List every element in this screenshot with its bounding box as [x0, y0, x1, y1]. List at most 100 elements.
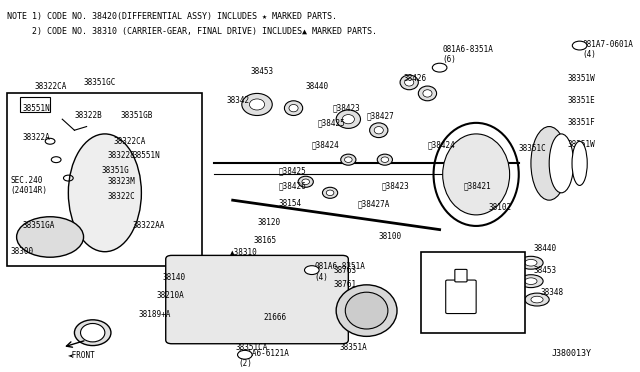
Text: ‥38425: ‥38425 — [278, 166, 306, 175]
Circle shape — [237, 350, 252, 359]
Circle shape — [572, 41, 587, 50]
Bar — [20, 97, 50, 112]
Ellipse shape — [549, 134, 573, 193]
Text: 38351GC: 38351GC — [84, 78, 116, 87]
Text: 38120: 38120 — [257, 218, 280, 227]
Ellipse shape — [302, 179, 310, 185]
Text: 38763: 38763 — [333, 266, 356, 275]
Ellipse shape — [525, 278, 537, 285]
Ellipse shape — [370, 123, 388, 138]
Text: 081A7-0601A
(4): 081A7-0601A (4) — [582, 39, 634, 59]
Text: 38351W: 38351W — [568, 74, 595, 83]
Ellipse shape — [326, 190, 334, 196]
Text: 38322A: 38322A — [22, 133, 51, 142]
Text: 38189+A: 38189+A — [138, 310, 171, 319]
Ellipse shape — [377, 154, 392, 165]
Text: ◄FRONT: ◄FRONT — [68, 351, 96, 360]
Text: NOTE 1) CODE NO. 38420(DIFFERENTIAL ASSY) INCLUDES ★ MARKED PARTS.: NOTE 1) CODE NO. 38420(DIFFERENTIAL ASSY… — [8, 12, 337, 22]
Ellipse shape — [531, 296, 543, 303]
Ellipse shape — [404, 79, 414, 86]
Text: 38322B: 38322B — [74, 111, 102, 120]
Text: 38102: 38102 — [488, 203, 511, 212]
Ellipse shape — [400, 75, 419, 90]
Text: 38300: 38300 — [10, 247, 34, 256]
Ellipse shape — [336, 110, 360, 128]
Text: ‥38424: ‥38424 — [428, 141, 455, 150]
Ellipse shape — [250, 99, 264, 110]
Text: 081A6-8351A
(6): 081A6-8351A (6) — [443, 45, 493, 64]
Text: ▲38310: ▲38310 — [230, 247, 257, 256]
Text: 38140: 38140 — [163, 273, 186, 282]
Text: 38323M: 38323M — [108, 177, 136, 186]
Text: 383228: 383228 — [108, 151, 136, 160]
Text: ‥38424: ‥38424 — [312, 141, 340, 150]
Circle shape — [17, 217, 84, 257]
Text: 38322AA: 38322AA — [132, 221, 164, 230]
Ellipse shape — [443, 134, 509, 215]
Text: 38551N: 38551N — [22, 104, 51, 113]
Ellipse shape — [572, 141, 588, 186]
Text: 38440: 38440 — [306, 81, 329, 90]
Circle shape — [305, 266, 319, 275]
Ellipse shape — [525, 293, 549, 306]
Text: ‥38427A: ‥38427A — [358, 199, 390, 208]
Ellipse shape — [423, 90, 432, 97]
Text: ‥38423: ‥38423 — [382, 181, 410, 190]
Ellipse shape — [381, 157, 388, 163]
Text: 38453: 38453 — [251, 67, 274, 76]
FancyBboxPatch shape — [166, 256, 348, 344]
Text: B: B — [438, 65, 442, 70]
Ellipse shape — [323, 187, 338, 198]
Ellipse shape — [374, 126, 383, 134]
Text: 38351W: 38351W — [568, 141, 595, 150]
Text: B: B — [243, 352, 247, 357]
Text: 38351CA: 38351CA — [236, 343, 268, 352]
Bar — [8, 93, 202, 266]
FancyBboxPatch shape — [445, 280, 476, 314]
Circle shape — [433, 63, 447, 72]
Text: 38322CA: 38322CA — [35, 81, 67, 90]
Bar — [421, 252, 525, 333]
Ellipse shape — [344, 157, 352, 163]
Text: C8320M: C8320M — [486, 288, 514, 297]
Ellipse shape — [531, 126, 568, 200]
Text: 38348: 38348 — [540, 288, 563, 297]
Text: 38351C: 38351C — [519, 144, 547, 153]
Text: 38351GA: 38351GA — [22, 221, 55, 230]
Text: 38426: 38426 — [403, 74, 426, 83]
Ellipse shape — [336, 285, 397, 336]
Text: SEALANT FLUID: SEALANT FLUID — [443, 320, 503, 329]
Text: ‥38425: ‥38425 — [318, 118, 346, 127]
Text: ‥38421: ‥38421 — [464, 181, 492, 190]
Text: 21666: 21666 — [263, 314, 286, 323]
Ellipse shape — [289, 105, 298, 112]
Text: 38351E: 38351E — [568, 96, 595, 105]
Ellipse shape — [242, 93, 272, 115]
Text: 38551N: 38551N — [132, 151, 160, 160]
Ellipse shape — [340, 154, 356, 165]
Text: 38761: 38761 — [333, 280, 356, 289]
Text: 38351G: 38351G — [102, 166, 129, 175]
Text: B: B — [310, 267, 314, 273]
Text: 38351A: 38351A — [339, 343, 367, 352]
Text: 38322CA: 38322CA — [114, 137, 147, 146]
FancyBboxPatch shape — [455, 269, 467, 282]
Ellipse shape — [74, 320, 111, 346]
Ellipse shape — [284, 101, 303, 115]
Text: 38453: 38453 — [534, 266, 557, 275]
Text: ‥38423: ‥38423 — [333, 104, 361, 113]
Text: 2) CODE NO. 38310 (CARRIER-GEAR, FINAL DRIVE) INCLUDES▲ MARKED PARTS.: 2) CODE NO. 38310 (CARRIER-GEAR, FINAL D… — [8, 27, 378, 36]
Text: 38165: 38165 — [254, 236, 277, 245]
Text: 38210A: 38210A — [157, 291, 184, 300]
Text: 38100: 38100 — [379, 232, 402, 241]
Text: 38351GB: 38351GB — [120, 111, 152, 120]
Text: SEC.240
(24014R): SEC.240 (24014R) — [10, 176, 47, 195]
Ellipse shape — [519, 256, 543, 269]
Ellipse shape — [419, 86, 436, 101]
Ellipse shape — [519, 275, 543, 288]
Text: 38351F: 38351F — [568, 118, 595, 127]
Text: 081A6-8251A
(4): 081A6-8251A (4) — [315, 262, 365, 282]
Text: 38342: 38342 — [227, 96, 250, 105]
Ellipse shape — [525, 259, 537, 266]
Ellipse shape — [298, 176, 314, 187]
